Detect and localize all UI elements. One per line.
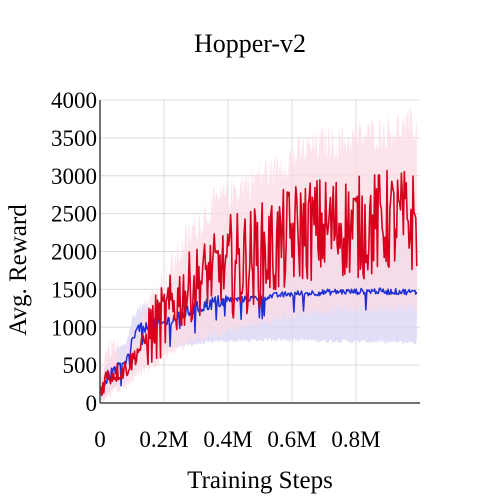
y-tick-label: 500 xyxy=(63,353,98,378)
x-tick-label: 0.4M xyxy=(203,427,252,452)
x-tick-label: 0.8M xyxy=(331,427,380,452)
x-tick-label: 0.6M xyxy=(267,427,316,452)
y-tick-label: 2000 xyxy=(51,240,97,265)
x-axis-label: Training Steps xyxy=(187,467,333,494)
y-tick-label: 4000 xyxy=(51,88,97,113)
chart-title: Hopper-v2 xyxy=(194,29,306,58)
y-tick-label: 0 xyxy=(86,391,98,416)
y-tick-label: 1000 xyxy=(51,315,97,340)
y-tick-label: 1500 xyxy=(51,277,97,302)
y-tick-label: 3000 xyxy=(51,164,97,189)
y-tick-label: 2500 xyxy=(51,202,97,227)
tick-labels: 0 500 1000 1500 2000 2500 3000 3500 4000 0 0.2M 0.4… xyxy=(51,88,381,452)
x-tick-label: 0 xyxy=(94,427,106,452)
y-tick-label: 3500 xyxy=(51,126,97,151)
y-axis-label: Avg. Reward xyxy=(5,204,32,336)
x-tick-label: 0.2M xyxy=(139,427,188,452)
axes xyxy=(99,100,420,404)
series-lines xyxy=(99,169,418,396)
series-line xyxy=(99,169,418,396)
